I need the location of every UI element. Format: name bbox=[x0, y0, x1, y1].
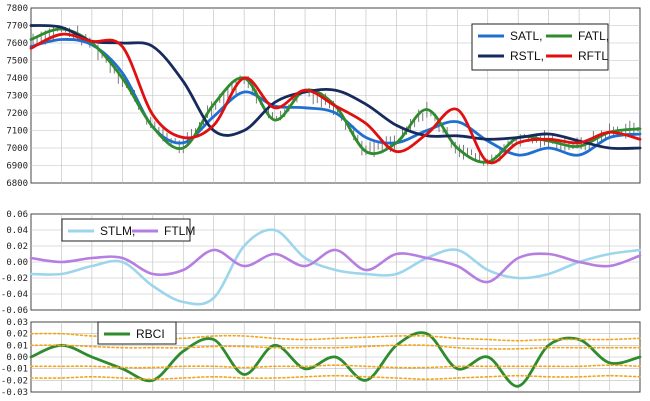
legend-box bbox=[61, 218, 191, 242]
y-tick-label: 7300 bbox=[6, 92, 28, 102]
legend-label: FATL, bbox=[578, 29, 609, 43]
y-tick-label: 6800 bbox=[6, 179, 28, 189]
y-tick-label: 0.06 bbox=[6, 210, 28, 220]
legend-label: SATL, bbox=[510, 29, 542, 43]
y-tick-label: 7000 bbox=[6, 144, 28, 154]
panel-rbci: 0.03 0.020.01 0.00 -0.01-0.02 -0.03 RBCI bbox=[1, 318, 642, 398]
y-tick-label: 7100 bbox=[6, 127, 28, 137]
y-tick-label: 0.04 bbox=[6, 226, 28, 236]
legend-label: RFTL bbox=[578, 49, 608, 63]
y-tick-label: 7700 bbox=[6, 22, 28, 32]
y-tick-label: 7200 bbox=[6, 109, 28, 119]
y-tick-label: 7400 bbox=[6, 74, 28, 84]
y-tick-label: -0.04 bbox=[1, 290, 28, 300]
series-line-ftlm bbox=[29, 248, 642, 284]
band-line-3 bbox=[30, 364, 641, 369]
series-line-satl bbox=[29, 38, 642, 157]
series-line-rbci bbox=[29, 331, 642, 388]
y-tick-label: -0.02 bbox=[1, 274, 28, 284]
legend: RBCI bbox=[97, 321, 177, 345]
y-tick-label: 0.00 bbox=[6, 258, 28, 268]
y-tick-label: 0.02 bbox=[6, 242, 28, 252]
band-line-2 bbox=[30, 344, 641, 350]
y-tick-label: -0.06 bbox=[1, 306, 28, 316]
legend-label: RSTL, bbox=[510, 49, 544, 63]
panel-price: 7800 7700 7600 7500 7400 7300 7200 7100 7000 6900… bbox=[6, 4, 642, 189]
y-tick-label: 7800 bbox=[6, 4, 28, 14]
legend: STLM, FTLM bbox=[61, 218, 195, 242]
legend-box bbox=[471, 23, 609, 71]
y-tick-label: 7600 bbox=[6, 39, 28, 49]
y-tick-label: 0.03 bbox=[6, 318, 28, 328]
y-tick-label: 6900 bbox=[6, 162, 28, 172]
y-tick-label: -0.01 bbox=[1, 365, 28, 375]
legend-label: RBCI bbox=[136, 327, 165, 341]
legend-box bbox=[97, 321, 177, 345]
band-line-4 bbox=[30, 374, 641, 380]
y-tick-label: 0.02 bbox=[6, 330, 28, 340]
legend-label: STLM, bbox=[100, 224, 135, 238]
legend-label: FTLM bbox=[164, 224, 195, 238]
legend: SATL, FATL, RSTL, RFTL bbox=[471, 23, 609, 71]
y-tick-label: -0.02 bbox=[1, 376, 28, 386]
y-tick-label: -0.03 bbox=[1, 388, 28, 398]
y-tick-label: 0.00 bbox=[6, 353, 28, 363]
y-tick-label: 7500 bbox=[6, 57, 28, 67]
series-line-stlm bbox=[29, 228, 642, 306]
series-line-rstl bbox=[29, 24, 642, 150]
series-line-rftl bbox=[29, 32, 642, 165]
y-tick-label: 0.01 bbox=[6, 341, 28, 351]
panel-trend: 0.06 0.04 0.02 0.00 -0.02 -0.04 -0.06 STLM, FTLM bbox=[1, 210, 642, 316]
